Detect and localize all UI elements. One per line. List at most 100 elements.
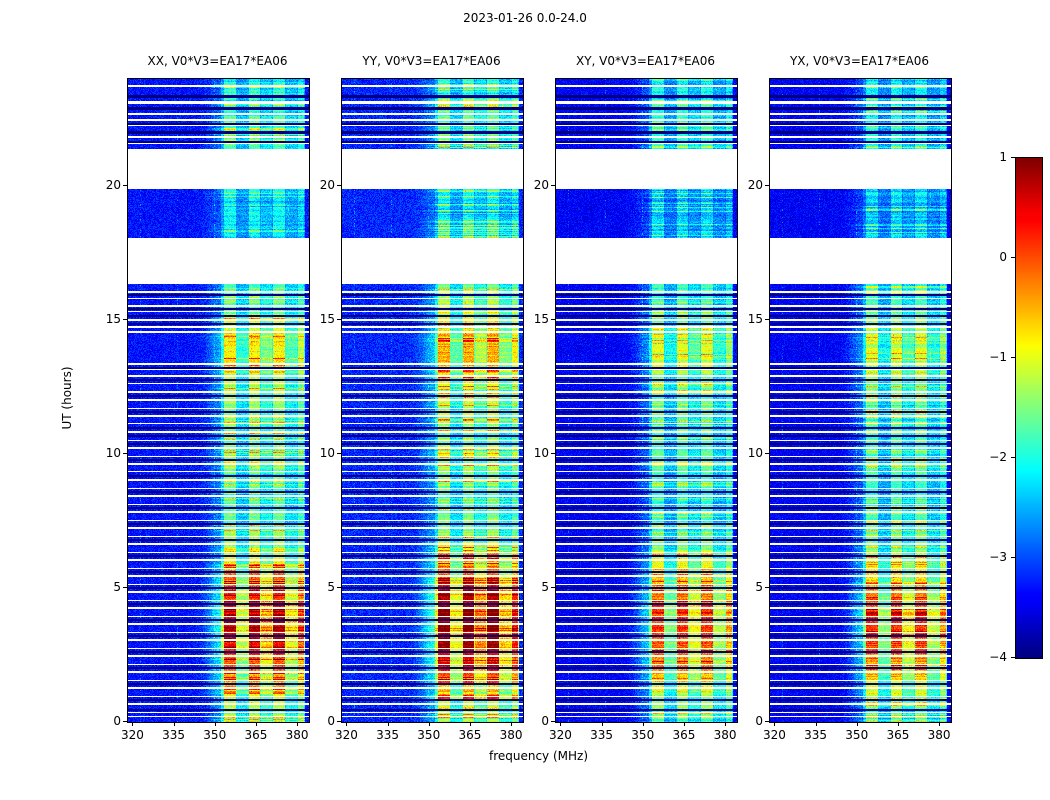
x-tick-mark <box>428 722 430 726</box>
colorbar-tick-label: 0 <box>999 250 1007 264</box>
y-tick-label: 10 <box>105 446 121 461</box>
y-tick-label: 5 <box>755 580 763 595</box>
x-tick-label: 350 <box>417 728 441 742</box>
colorbar-tick-mark <box>1011 457 1015 458</box>
x-tick-mark <box>346 722 348 726</box>
y-tick-mark <box>765 721 769 722</box>
x-tick-mark <box>255 722 257 726</box>
y-tick-mark <box>765 185 769 187</box>
y-tick-label: 5 <box>541 580 549 595</box>
spectrum-panel-yx[interactable] <box>769 78 952 723</box>
x-tick-mark <box>856 722 858 726</box>
x-tick-label: 380 <box>927 728 951 742</box>
x-tick-mark <box>774 722 776 726</box>
y-tick-label: 15 <box>533 312 549 327</box>
colorbar-tick-label: −4 <box>989 650 1007 664</box>
colorbar-tick-mark <box>1011 657 1015 658</box>
x-tick-mark <box>560 722 562 726</box>
y-tick-mark <box>551 721 555 722</box>
colorbar-tick-label: −3 <box>989 550 1007 564</box>
x-tick-label: 380 <box>499 728 523 742</box>
colorbar-gradient <box>1016 158 1042 658</box>
x-tick-label: 335 <box>162 728 186 742</box>
x-tick-label: 320 <box>335 728 358 742</box>
x-tick-label: 365 <box>886 728 910 742</box>
y-tick-mark <box>551 185 555 187</box>
x-tick-mark <box>601 722 603 726</box>
y-tick-mark <box>765 587 769 589</box>
y-tick-label: 0 <box>541 714 549 728</box>
x-tick-mark <box>939 722 941 726</box>
colorbar-tick-mark <box>1011 257 1015 258</box>
x-tick-label: 380 <box>713 728 737 742</box>
y-axis-label: UT (hours) <box>60 365 74 430</box>
y-tick-mark <box>123 453 127 455</box>
colorbar-tick-mark <box>1011 557 1015 558</box>
x-tick-mark <box>387 722 389 726</box>
y-tick-label: 10 <box>319 446 335 461</box>
x-tick-mark <box>469 722 471 726</box>
y-tick-label: 5 <box>327 580 335 595</box>
y-tick-label: 20 <box>533 178 549 193</box>
y-tick-label: 0 <box>755 714 763 728</box>
colorbar-tick-mark <box>1011 357 1015 358</box>
y-tick-mark <box>123 587 127 589</box>
y-tick-mark <box>123 721 127 722</box>
x-tick-label: 335 <box>376 728 400 742</box>
spectrum-image-xx <box>128 79 309 722</box>
y-tick-mark <box>765 319 769 321</box>
colorbar-tick-label: −1 <box>989 350 1007 364</box>
y-tick-mark <box>551 319 555 321</box>
spectrum-panel-xy[interactable] <box>555 78 738 723</box>
x-tick-mark <box>297 722 299 726</box>
x-tick-label: 350 <box>203 728 227 742</box>
spectrum-panel-yy[interactable] <box>341 78 524 723</box>
x-tick-label: 335 <box>590 728 614 742</box>
x-tick-label: 320 <box>549 728 572 742</box>
y-tick-label: 10 <box>747 446 763 461</box>
x-tick-mark <box>173 722 175 726</box>
y-tick-label: 10 <box>533 446 549 461</box>
colorbar-tick-label: 1 <box>999 150 1007 164</box>
x-tick-mark <box>897 722 899 726</box>
spectrum-image-yy <box>342 79 523 722</box>
panel-title-yx: YX, V0*V3=EA17*EA06 <box>789 54 930 68</box>
x-tick-label: 350 <box>845 728 869 742</box>
y-tick-label: 0 <box>113 714 121 728</box>
panel-title-xy: XY, V0*V3=EA17*EA06 <box>575 54 716 68</box>
x-tick-mark <box>214 722 216 726</box>
y-tick-label: 15 <box>747 312 763 327</box>
spectrum-image-yx <box>770 79 951 722</box>
x-tick-mark <box>683 722 685 726</box>
x-tick-label: 350 <box>631 728 655 742</box>
y-tick-label: 0 <box>327 714 335 728</box>
x-tick-mark <box>511 722 513 726</box>
x-tick-label: 335 <box>804 728 828 742</box>
panel-title-yy: YY, V0*V3=EA17*EA06 <box>362 54 501 68</box>
y-tick-mark <box>123 319 127 321</box>
colorbar <box>1015 157 1043 659</box>
x-tick-label: 320 <box>121 728 144 742</box>
panel-title-xx: XX, V0*V3=EA17*EA06 <box>147 54 288 68</box>
y-tick-label: 15 <box>105 312 121 327</box>
x-tick-label: 365 <box>672 728 696 742</box>
y-tick-mark <box>551 453 555 455</box>
y-tick-mark <box>337 185 341 187</box>
y-tick-mark <box>337 587 341 589</box>
y-tick-mark <box>337 721 341 722</box>
x-tick-mark <box>725 722 727 726</box>
colorbar-tick-mark <box>1011 157 1015 158</box>
spectrum-image-xy <box>556 79 737 722</box>
x-tick-label: 365 <box>244 728 268 742</box>
y-tick-mark <box>123 185 127 187</box>
x-tick-label: 320 <box>763 728 786 742</box>
colorbar-tick-label: −2 <box>989 450 1007 464</box>
y-tick-mark <box>337 319 341 321</box>
y-tick-label: 15 <box>319 312 335 327</box>
y-tick-label: 5 <box>113 580 121 595</box>
x-tick-label: 380 <box>285 728 309 742</box>
x-tick-mark <box>642 722 644 726</box>
spectrum-panel-xx[interactable] <box>127 78 310 723</box>
y-tick-mark <box>337 453 341 455</box>
